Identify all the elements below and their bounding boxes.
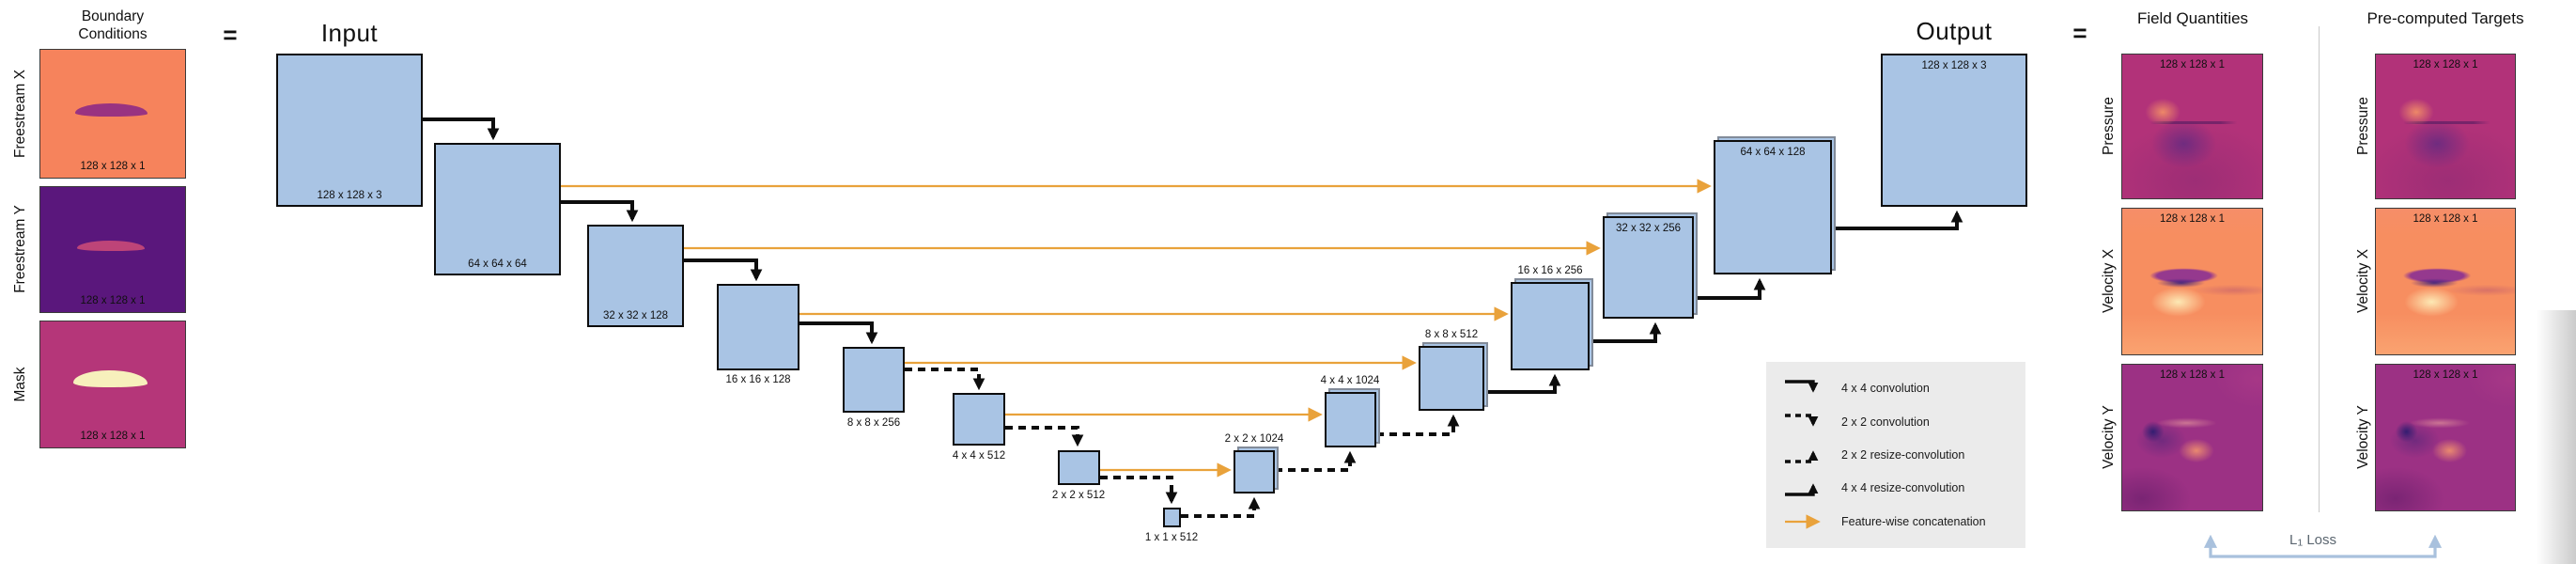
resize-conv-arrow-2-4: [1275, 450, 1357, 472]
l1-loss-bracket: [2203, 534, 2443, 558]
skip-connection-lines: [561, 179, 1712, 478]
resize-conv-2x2-arrow-icon: [1785, 450, 1819, 463]
conv-arrow-input-64: [423, 118, 500, 141]
resize-conv-arrow-16-32: [1590, 321, 1662, 343]
encoder-box-2: [1058, 450, 1100, 485]
equals-sign-right: =: [2072, 19, 2087, 47]
dim-label: 128 x 128 x 1: [2413, 213, 2478, 225]
decoder-box-4: [1325, 392, 1376, 447]
dim-label: 8 x 8 x 256: [846, 417, 901, 429]
dim-label: 32 x 32 x 128: [602, 310, 669, 321]
resize-conv-4x4-arrow-icon: [1785, 483, 1819, 497]
l1-loss-suffix: Loss: [2303, 532, 2337, 548]
airfoil-shape: [76, 241, 145, 251]
mask-panel: 128 x 128 x 1: [39, 321, 186, 448]
precomputed-targets-title: Pre-computed Targets: [2367, 9, 2524, 27]
dim-label: 8 x 8 x 512: [1424, 329, 1479, 340]
dim-label: 16 x 16 x 128: [725, 374, 791, 385]
output-box: 128 x 128 x 3: [1881, 54, 2027, 207]
decoder-box-32: 32 x 32 x 256: [1603, 216, 1694, 319]
page-edge-shade: [2537, 310, 2576, 564]
input-title: Input: [320, 19, 379, 47]
resize-conv-arrow-1-2: [1181, 496, 1261, 518]
encoder-box-16: [717, 284, 799, 370]
dim-label: 128 x 128 x 1: [80, 431, 146, 442]
dim-label: 128 x 128 x 3: [317, 190, 382, 201]
resize-conv-4x4-arrows: [1484, 210, 1963, 394]
resize-conv-arrow-8-16: [1484, 373, 1561, 394]
conv-arrow-8-4: [905, 368, 985, 391]
airfoil-shape: [74, 103, 147, 117]
target-velocity-x-panel: 128 x 128 x 1: [2375, 208, 2516, 355]
feature-concat-arrow-icon: [1785, 513, 1821, 529]
conv-4x4-arrows: [423, 118, 878, 345]
legend-item-label: 2 x 2 convolution: [1841, 415, 1930, 429]
dim-label: 128 x 128 x 1: [80, 295, 146, 306]
column-divider: [2319, 26, 2320, 512]
dim-label: 16 x 16 x 256: [1517, 265, 1583, 276]
conv-2x2-arrow-icon: [1785, 413, 1819, 427]
legend-item: 4 x 4 resize-convolution: [1783, 476, 2025, 500]
dim-label: 128 x 128 x 3: [1921, 60, 1987, 71]
dim-label: 128 x 128 x 1: [2413, 59, 2478, 70]
legend-item-label: 4 x 4 convolution: [1841, 382, 1930, 396]
target-velocity-y-panel: 128 x 128 x 1: [2375, 364, 2516, 511]
encoder-box-32: 32 x 32 x 128: [587, 225, 684, 327]
dim-label: 1 x 1 x 512: [1144, 532, 1199, 543]
legend-item-label: 4 x 4 resize-convolution: [1841, 481, 1965, 495]
encoder-box-8: [843, 347, 905, 413]
dim-label: 128 x 128 x 1: [80, 161, 146, 172]
resize-conv-arrow-64-output: [1832, 210, 1963, 230]
dim-label: 2 x 2 x 1024: [1224, 433, 1284, 445]
legend-item: 2 x 2 convolution: [1783, 410, 2025, 434]
resize-conv-arrow-32-64: [1694, 277, 1766, 300]
dim-label: 128 x 128 x 1: [2159, 59, 2226, 70]
conv-arrow-64-32: [561, 200, 639, 223]
equals-sign-left: =: [223, 21, 238, 49]
conv-arrow-16-8: [799, 321, 878, 345]
dim-label: 64 x 64 x 64: [468, 258, 527, 270]
input-box: 128 x 128 x 3: [276, 54, 423, 207]
conv-arrow-32-16: [684, 258, 763, 282]
dim-label: 128 x 128 x 1: [2159, 213, 2226, 225]
boundary-conditions-title: Boundary Conditions: [78, 8, 147, 42]
l1-loss-label: L1 Loss: [2228, 532, 2398, 548]
legend-item-label: 2 x 2 resize-convolution: [1841, 447, 1965, 462]
encoder-box-64: 64 x 64 x 64: [434, 143, 561, 275]
dim-label: 4 x 4 x 1024: [1320, 375, 1380, 386]
decoder-box-8: [1419, 346, 1484, 411]
conv-arrow-2-1: [1100, 476, 1178, 505]
dim-label: 2 x 2 x 512: [1051, 490, 1106, 501]
field-velocity-y-panel: 128 x 128 x 1: [2121, 364, 2263, 511]
legend-item: 4 x 4 convolution: [1783, 376, 2025, 400]
dim-label: 4 x 4 x 512: [952, 450, 1006, 462]
legend: 4 x 4 convolution 2 x 2 convolution 2 x …: [1766, 362, 2025, 548]
legend-item-label: Feature-wise concatenation: [1841, 514, 1986, 528]
legend-item: Feature-wise concatenation: [1783, 509, 2025, 534]
field-velocity-x-panel: 128 x 128 x 1: [2121, 208, 2263, 355]
field-pressure-panel: 128 x 128 x 1: [2121, 54, 2263, 199]
resize-conv-arrow-4-8: [1376, 414, 1460, 436]
target-pressure-panel: 128 x 128 x 1: [2375, 54, 2516, 199]
bottleneck-box-1: [1163, 508, 1181, 527]
decoder-box-64: 64 x 64 x 128: [1714, 140, 1832, 274]
field-quantities-title: Field Quantities: [2136, 9, 2249, 27]
dim-label: 32 x 32 x 256: [1615, 223, 1682, 234]
freestream-x-panel: 128 x 128 x 1: [39, 49, 186, 179]
legend-item: 2 x 2 resize-convolution: [1783, 443, 2025, 467]
decoder-box-2: [1234, 450, 1275, 494]
dim-label: 128 x 128 x 1: [2413, 369, 2478, 381]
airfoil-shape: [73, 370, 147, 387]
conv-2x2-arrows: [905, 368, 1460, 518]
dim-label: 128 x 128 x 1: [2159, 369, 2226, 381]
conv-arrow-4-2: [1005, 426, 1084, 447]
dim-label: 64 x 64 x 128: [1740, 147, 1806, 158]
output-title: Output: [1916, 17, 1993, 45]
conv-4x4-arrow-icon: [1785, 380, 1819, 394]
encoder-box-4: [953, 393, 1005, 446]
freestream-y-panel: 128 x 128 x 1: [39, 186, 186, 313]
decoder-box-16: [1511, 282, 1590, 370]
